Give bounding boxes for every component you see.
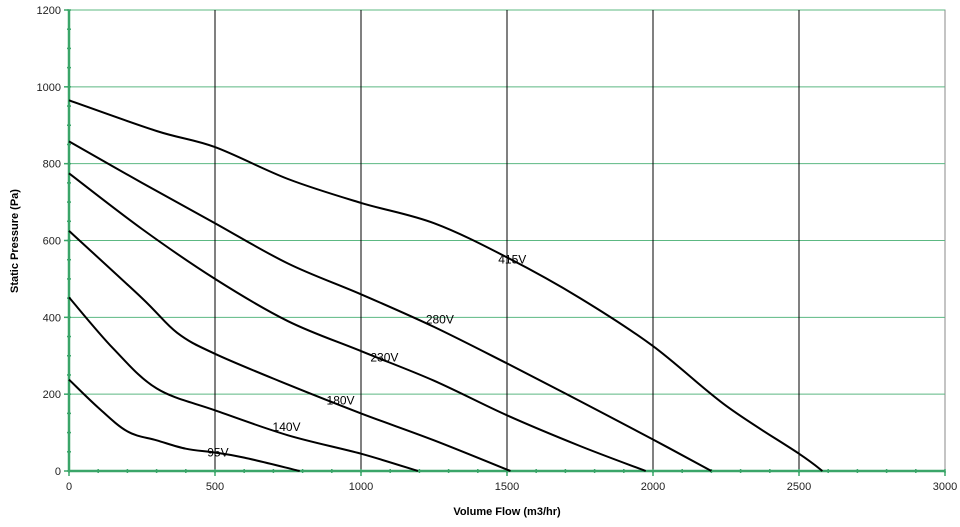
curve-label-140v: 140V [273,420,301,434]
curve-230v [68,172,647,472]
curve-label-230v: 230V [370,351,398,365]
y-tick-label: 200 [43,389,61,401]
y-tick-label: 600 [43,236,61,248]
y-tick-label: 1200 [37,5,61,17]
curve-label-415v: 415V [498,252,526,266]
y-tick-label: 800 [43,159,61,171]
x-axis-title: Volume Flow (m3/hr) [453,506,561,518]
x-tick-label: 1500 [495,481,519,493]
y-tick-label: 1000 [37,82,61,94]
curve-label-95v: 95V [207,446,228,460]
y-axis-title: Static Pressure (Pa) [9,189,21,293]
curve-95v [68,378,300,472]
y-tick-label: 400 [43,312,61,324]
x-tick-label: 2500 [787,481,811,493]
x-tick-label: 3000 [933,481,957,493]
y-tick-label: 0 [55,466,61,478]
curve-label-280v: 280V [426,312,454,326]
curve-label-180v: 180V [327,394,355,408]
x-tick-label: 1000 [349,481,373,493]
curve-280v [68,140,712,472]
x-tick-label: 500 [206,481,224,493]
curve-180v [68,230,511,472]
curve-140v [68,296,419,472]
x-tick-label: 0 [66,481,72,493]
x-tick-label: 2000 [641,481,665,493]
curve-415v [68,99,823,472]
